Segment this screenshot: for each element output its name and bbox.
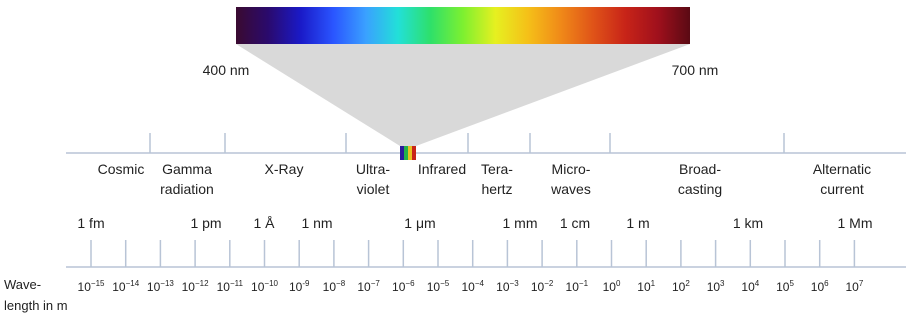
unit-millimeter: 1 mm (503, 215, 538, 231)
visible-zoom-fan (236, 44, 690, 146)
length-unit-labels: 1 fm 1 pm 1 Å 1 nm 1 μm 1 mm 1 cm 1 m 1 … (77, 215, 872, 231)
unit-nanometer: 1 nm (301, 215, 332, 231)
scale-tick-label: 10−4 (461, 279, 484, 294)
region-microwaves: Micro-waves (550, 161, 591, 197)
unit-femtometer: 1 fm (77, 215, 104, 231)
region-cosmic: Cosmic (98, 161, 145, 177)
scale-tick-label: 105 (776, 279, 794, 294)
scale-tick-label: 10−3 (496, 279, 519, 294)
unit-angstrom: 1 Å (253, 215, 275, 231)
scale-tick-label: 103 (707, 279, 725, 294)
scale-tick-label: 10−8 (323, 279, 346, 294)
scale-tick-label: 107 (845, 279, 863, 294)
scale-tick-label: 100 (603, 279, 621, 294)
scale-tick-label: 10−5 (427, 279, 450, 294)
region-alternating-current: Alternatic current (813, 161, 871, 197)
scale-tick-labels: 10−15 10−14 10−13 10−12 10−11 10−10 10-9 10−8 10… (78, 279, 864, 294)
unit-micrometer: 1 μm (404, 215, 435, 231)
unit-kilometer: 1 km (733, 215, 763, 231)
region-gamma: Gamma radiation (160, 161, 214, 197)
scale-ticks (90, 240, 856, 267)
region-infrared: Infrared (418, 161, 466, 177)
region-broadcasting: Broad-casting (678, 161, 722, 197)
region-terahertz: Tera-hertz (481, 161, 513, 197)
unit-picometer: 1 pm (190, 215, 221, 231)
scale-tick-label: 10−10 (251, 279, 278, 294)
scale-tick-label: 10−11 (217, 279, 244, 294)
scale-tick-label: 106 (811, 279, 829, 294)
scale-tick-label: 10−13 (147, 279, 174, 294)
scale-tick-label: 10−12 (182, 279, 209, 294)
unit-centimeter: 1 cm (560, 215, 590, 231)
scale-tick-label: 10−7 (357, 279, 380, 294)
scale-tick-label: 102 (672, 279, 690, 294)
region-xray: X-Ray (265, 161, 304, 177)
visible-spectrum-bar (236, 7, 690, 44)
region-ultraviolet: Ultra-violet (356, 161, 391, 197)
visible-band-marker (400, 146, 416, 160)
scale-tick-label: 10-9 (289, 279, 310, 294)
scale-tick-label: 10−1 (566, 279, 589, 294)
region-boundary-ticks (149, 133, 785, 153)
scale-tick-label: 10−2 (531, 279, 554, 294)
region-labels: Cosmic Gamma radiation X-Ray Ultra-violet… (98, 161, 872, 197)
spectrum-start-label: 400 nm (203, 62, 250, 78)
scale-tick-label: 104 (741, 279, 759, 294)
scale-tick-label: 10−15 (78, 279, 105, 294)
unit-megameter: 1 Mm (838, 215, 873, 231)
unit-meter: 1 m (626, 215, 649, 231)
scale-tick-label: 10−14 (112, 279, 139, 294)
scale-tick-label: 10−6 (392, 279, 415, 294)
wavelength-axis-label: Wave- length in m (4, 277, 68, 313)
scale-tick-label: 101 (637, 279, 655, 294)
spectrum-end-label: 700 nm (672, 62, 719, 78)
